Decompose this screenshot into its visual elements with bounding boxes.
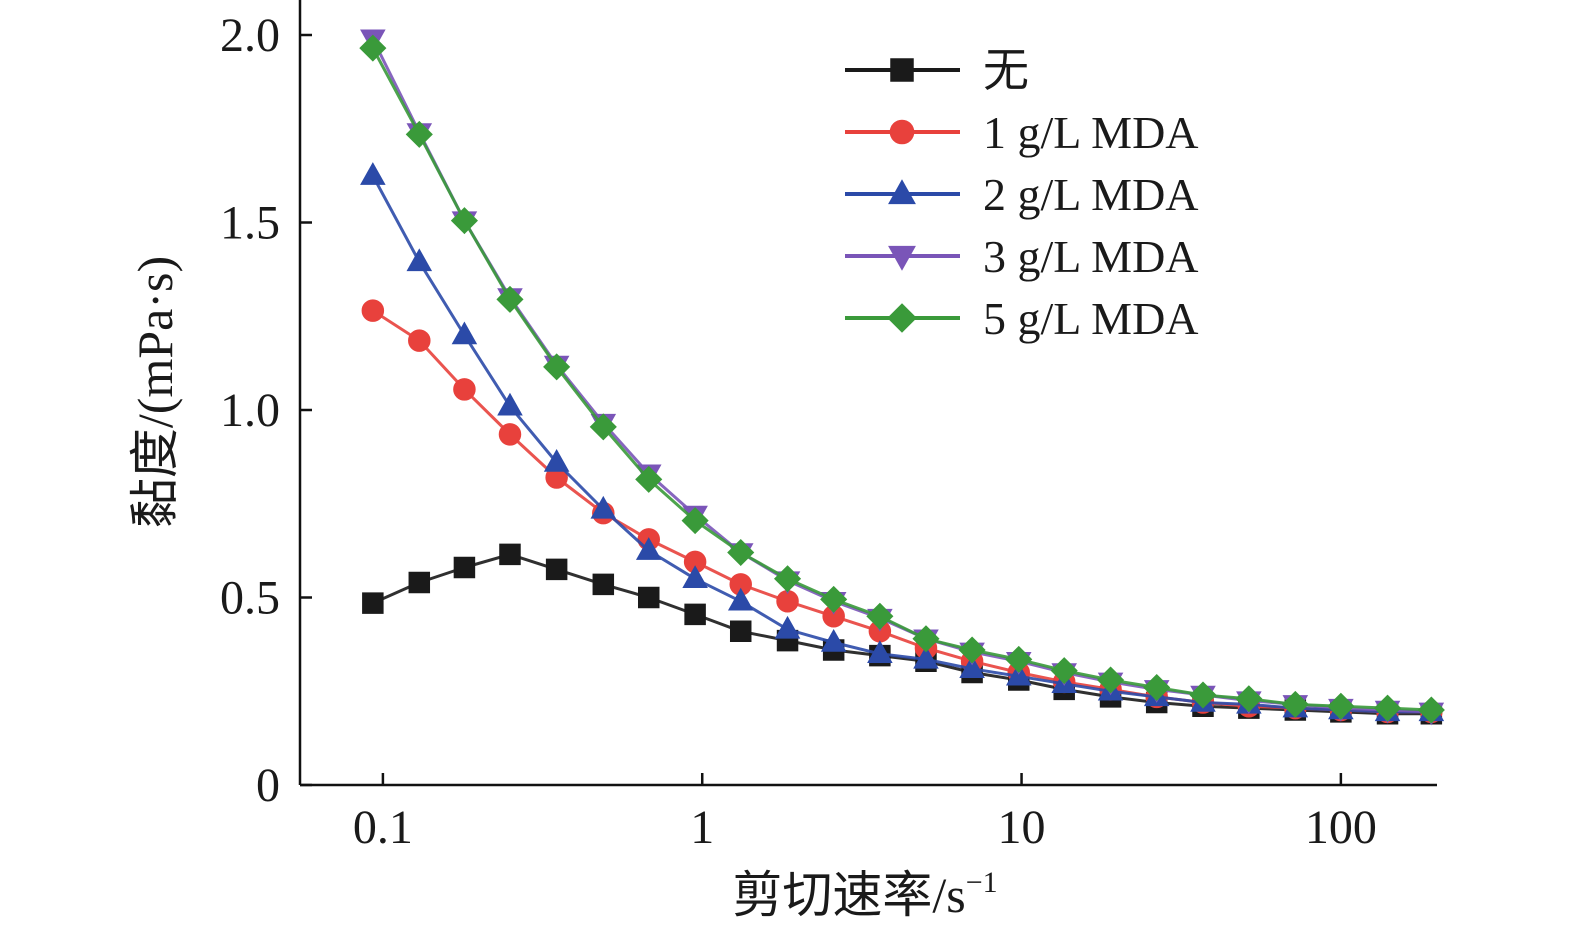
legend-marker bbox=[890, 58, 914, 82]
y-tick-label: 2.0 bbox=[220, 9, 280, 62]
data-point bbox=[590, 495, 617, 519]
data-point bbox=[497, 392, 523, 416]
legend-label: 无 bbox=[983, 45, 1029, 96]
y-tick-label: 1.0 bbox=[220, 384, 280, 437]
data-point bbox=[543, 353, 571, 381]
legend-item: 5 g/L MDA bbox=[845, 293, 1199, 344]
x-tick-label: 10 bbox=[998, 801, 1046, 854]
data-point bbox=[1050, 657, 1078, 685]
legend-marker bbox=[888, 179, 916, 205]
data-point bbox=[408, 571, 431, 594]
data-point bbox=[1097, 666, 1125, 694]
legend-marker bbox=[889, 119, 915, 145]
data-point bbox=[362, 592, 384, 614]
legend: 无 1 g/L MDA 2 g/L MDA 3 g/L MDA 5 g/L MDA bbox=[845, 45, 1199, 344]
data-point bbox=[405, 120, 433, 148]
data-point bbox=[727, 587, 754, 611]
y-axis-title: 黏度/(mPa·s) bbox=[127, 256, 183, 528]
data-point bbox=[496, 285, 524, 313]
data-point bbox=[913, 645, 939, 669]
data-point bbox=[958, 636, 986, 664]
data-point bbox=[545, 558, 568, 581]
series-line bbox=[371, 309, 1432, 714]
y-tick-label: 0 bbox=[256, 759, 280, 812]
legend-marker bbox=[887, 303, 917, 333]
data-point bbox=[635, 465, 663, 493]
series-4 bbox=[359, 34, 1445, 724]
data-point bbox=[361, 299, 385, 322]
legend-item: 2 g/L MDA bbox=[845, 169, 1199, 220]
data-point bbox=[1189, 681, 1217, 709]
legend-marker bbox=[888, 245, 916, 271]
data-point bbox=[499, 543, 521, 566]
y-tick-label: 1.5 bbox=[220, 197, 280, 250]
data-point bbox=[774, 615, 801, 639]
data-point bbox=[684, 603, 706, 626]
data-point bbox=[408, 329, 431, 352]
data-point bbox=[359, 34, 387, 62]
x-tick-label: 100 bbox=[1305, 801, 1377, 854]
data-point bbox=[1327, 692, 1355, 720]
data-point bbox=[1235, 685, 1263, 713]
data-point bbox=[450, 207, 478, 235]
series-layer bbox=[359, 29, 1445, 726]
data-point bbox=[1281, 690, 1309, 718]
x-axis-title: 剪切速率/s−1 bbox=[732, 866, 997, 923]
x-tick-label: 0.1 bbox=[353, 801, 413, 854]
data-point bbox=[820, 628, 847, 652]
data-point bbox=[453, 556, 476, 579]
data-point bbox=[592, 573, 615, 596]
data-point bbox=[820, 585, 848, 613]
data-point bbox=[1143, 673, 1171, 702]
data-point bbox=[589, 413, 617, 441]
series-line bbox=[371, 47, 1432, 712]
axes: 0 0.5 1.0 1.5 2.0 0.1 1 10 100 bbox=[220, 0, 1437, 854]
data-point bbox=[360, 162, 386, 185]
data-point bbox=[637, 586, 660, 609]
data-point bbox=[1005, 645, 1033, 673]
data-point bbox=[727, 538, 755, 567]
data-point bbox=[453, 378, 476, 401]
data-point bbox=[1373, 694, 1402, 722]
data-point bbox=[729, 620, 752, 642]
data-point bbox=[681, 507, 709, 535]
data-point bbox=[773, 565, 802, 593]
legend-label: 3 g/L MDA bbox=[983, 231, 1199, 282]
legend-item: 3 g/L MDA bbox=[845, 231, 1199, 282]
data-point bbox=[867, 640, 893, 663]
data-point bbox=[543, 448, 570, 472]
data-point bbox=[912, 625, 940, 653]
legend-item: 1 g/L MDA bbox=[845, 107, 1199, 158]
y-tick-label: 0.5 bbox=[220, 572, 280, 625]
legend-label: 2 g/L MDA bbox=[983, 169, 1199, 220]
series-line bbox=[372, 552, 1432, 716]
data-point bbox=[1417, 696, 1445, 724]
legend-label: 5 g/L MDA bbox=[983, 293, 1199, 344]
data-point bbox=[682, 565, 708, 588]
series-0 bbox=[362, 543, 1443, 725]
legend-item: 无 bbox=[845, 45, 1029, 96]
data-point bbox=[406, 248, 433, 272]
data-point bbox=[635, 537, 662, 560]
data-point bbox=[498, 423, 522, 446]
data-point bbox=[866, 602, 894, 630]
data-point bbox=[959, 655, 985, 678]
data-point bbox=[451, 321, 478, 345]
x-tick-label: 1 bbox=[690, 801, 714, 854]
legend-label: 1 g/L MDA bbox=[983, 107, 1199, 158]
